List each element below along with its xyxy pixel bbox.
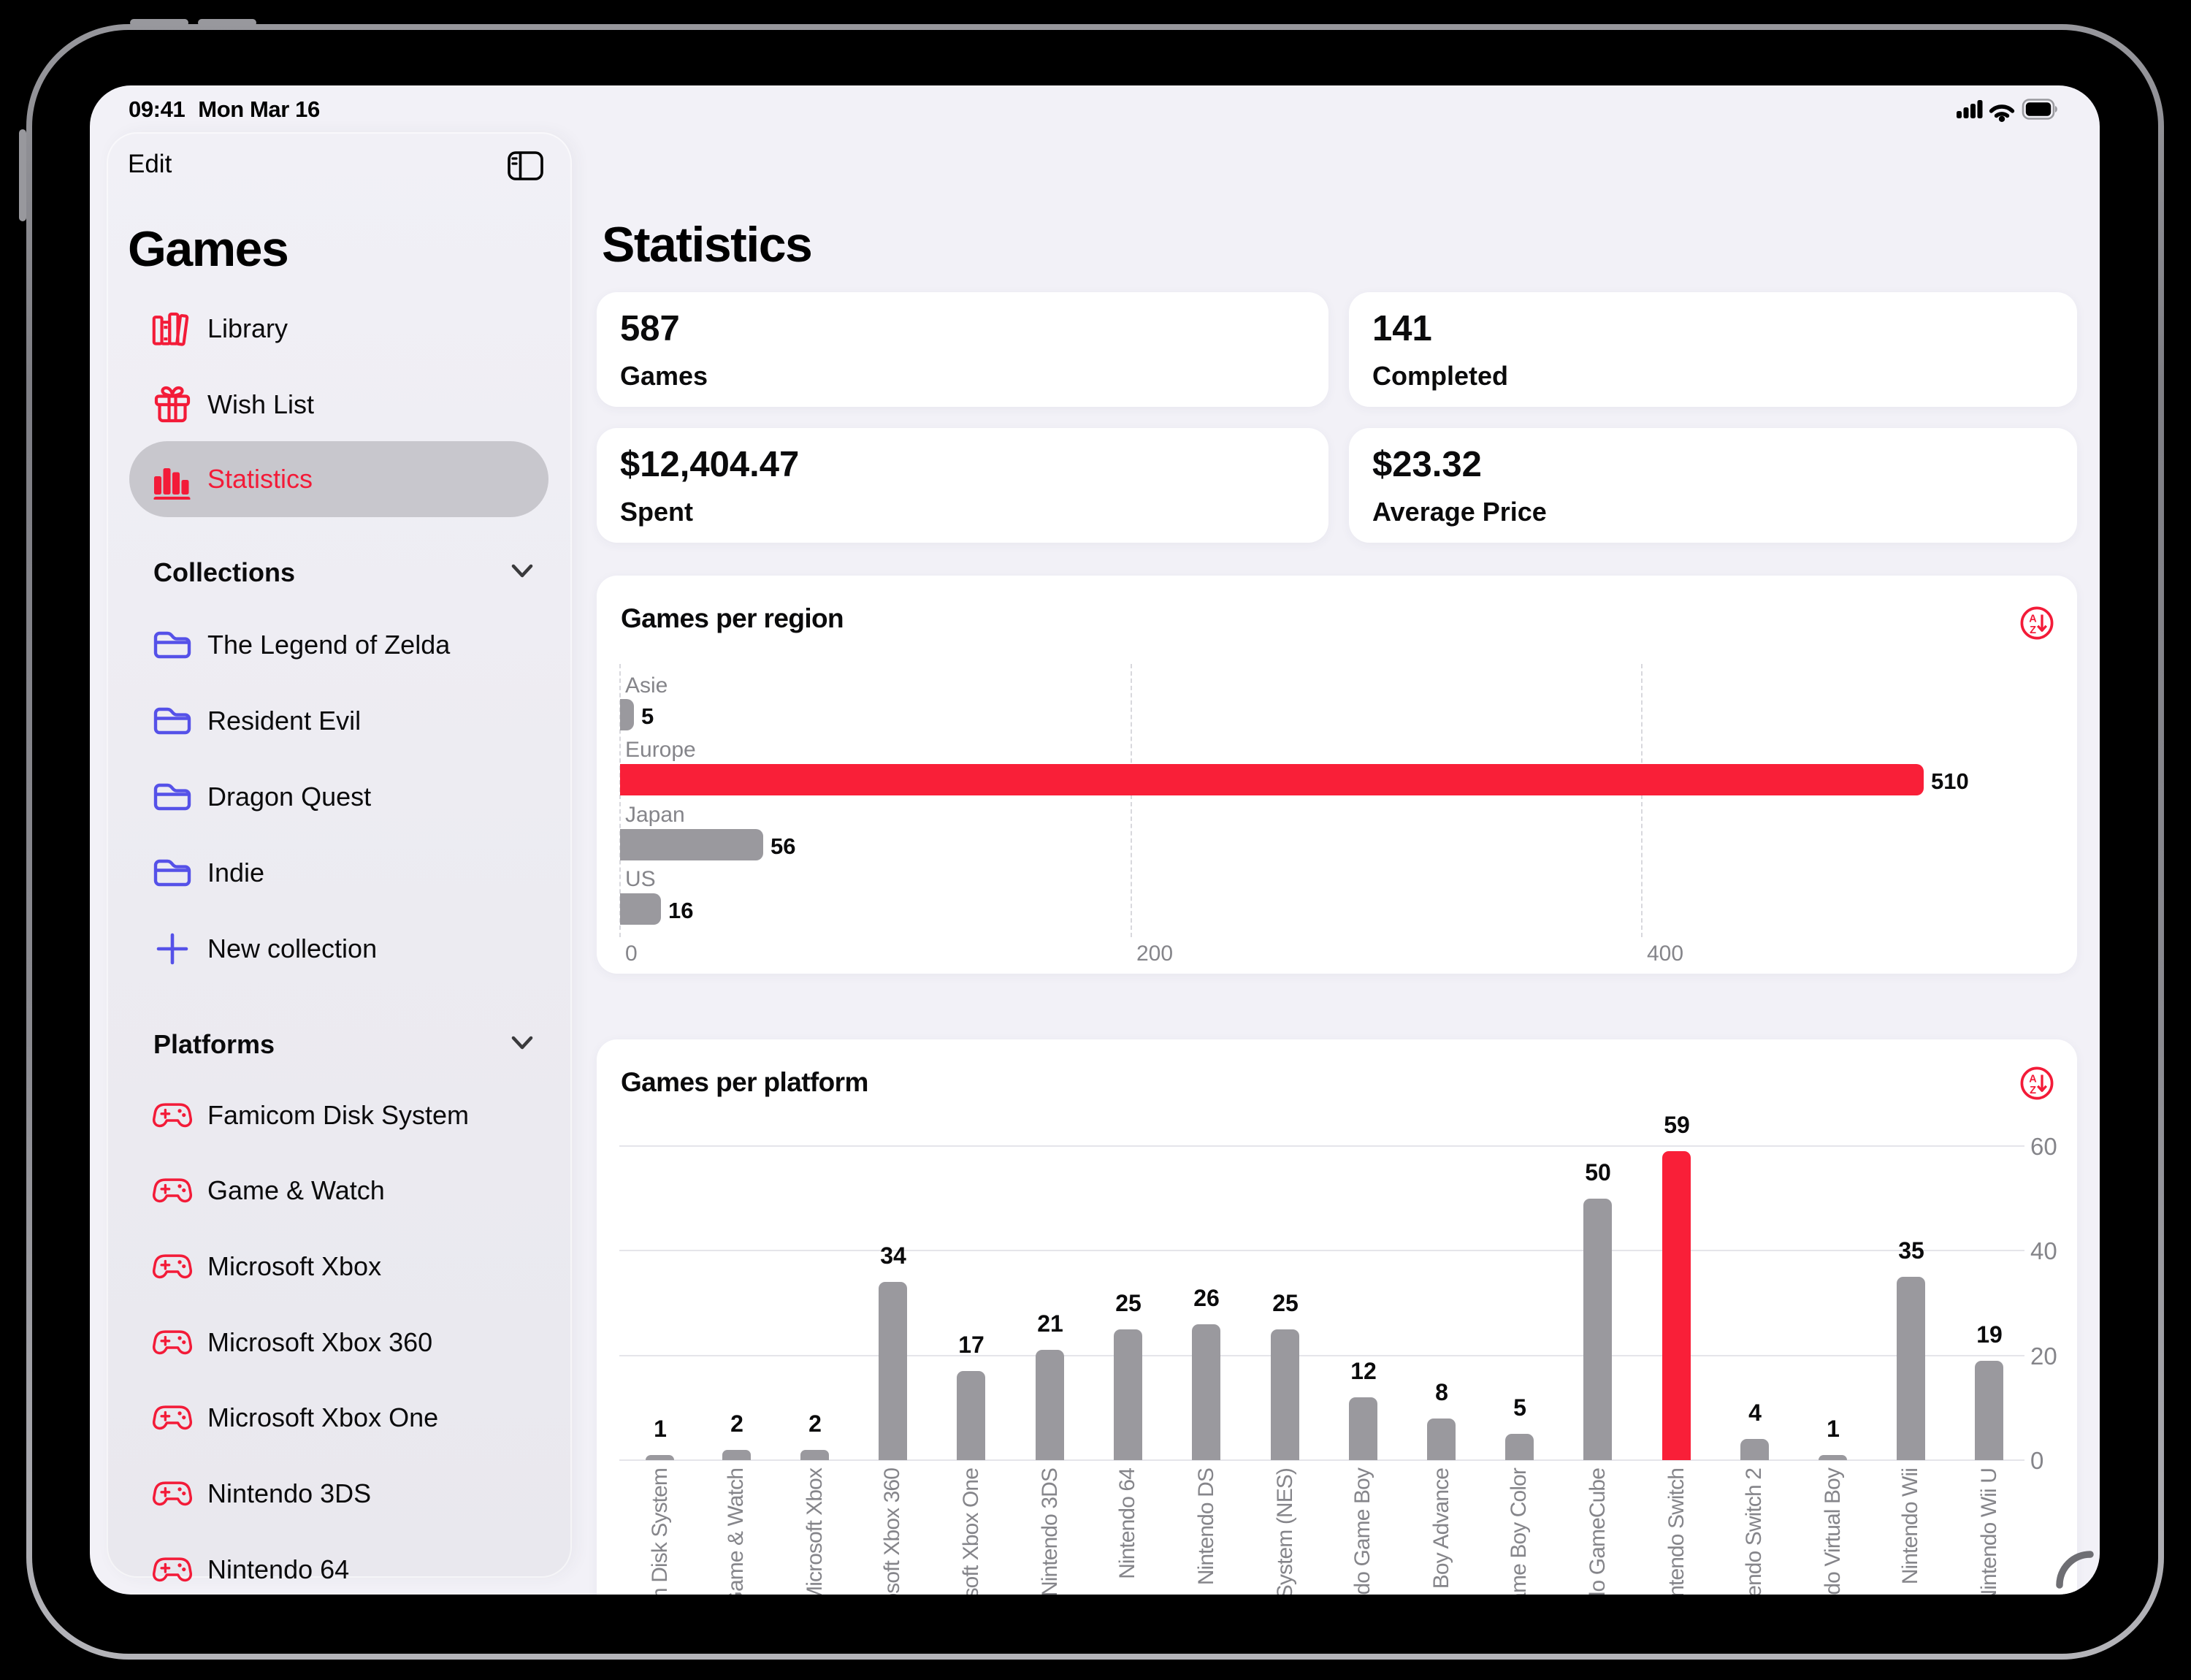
svg-text:A: A [2029,1074,2037,1085]
svg-text:Z: Z [2030,625,2036,636]
svg-text:Z: Z [2030,1085,2036,1096]
svg-text:A: A [2029,614,2037,625]
